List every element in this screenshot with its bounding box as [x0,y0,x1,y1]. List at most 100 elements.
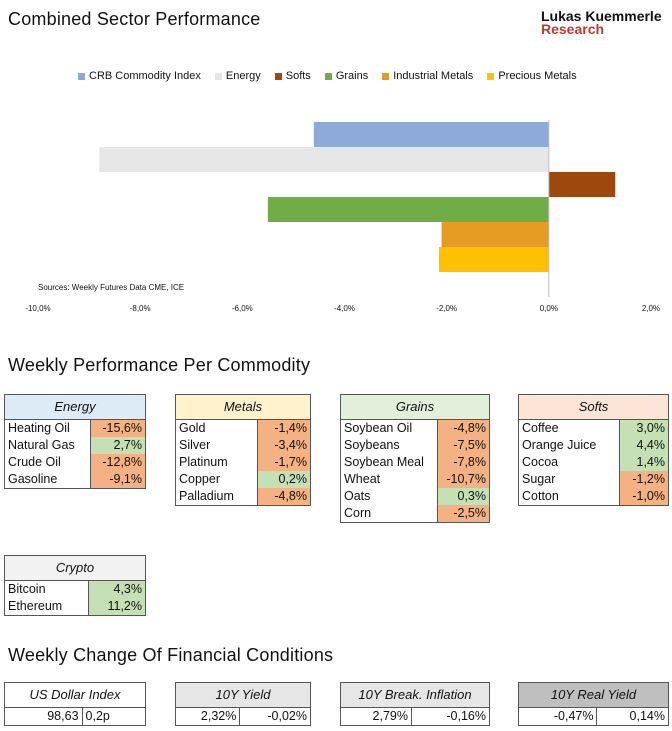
table-row: Ethereum 11,2% [4,598,146,616]
table-row: Heating Oil -15,6% [3,419,146,437]
commodity-name: Natural Gas [3,437,91,454]
commodity-name: Cocoa [518,454,620,471]
commodity-value: 11,2% [88,598,146,616]
commodity-value: -7,8% [436,454,491,471]
commodity-value: 4,3% [88,580,146,598]
commodity-value: -1,2% [618,471,670,488]
bar-grains [267,197,549,222]
x-tick-label: -8,0% [129,304,151,313]
table-row: Cotton -1,0% [518,488,670,506]
legend-item-crb: CRB Commodity Index [78,70,201,82]
commodity-name: Heating Oil [3,419,91,437]
weekly-performance-title: Weekly Performance Per Commodity [8,355,311,375]
commodity-name: Palladium [174,488,258,506]
table-row: Sugar -1,2% [518,471,670,488]
commodity-name: Sugar [518,471,620,488]
crypto-table-header: Crypto [4,555,146,581]
bar-energy [99,147,549,172]
bar-softs [548,172,616,197]
table-row: -0,47% 0,14% [517,707,669,726]
financial-change: 0,2p [81,707,147,726]
commodity-value: 0,2% [257,471,311,488]
financial-value: 98,63 [4,707,83,726]
commodity-name: Gasoline [3,471,91,489]
commodity-value: 0,3% [436,488,491,505]
x-tick-label: -6,0% [231,304,253,313]
financial-table-header: 10Y Break. Inflation [340,682,490,708]
commodity-name: Corn [340,505,438,523]
commodity-name: Bitcoin [4,580,89,598]
commodity-value: 3,0% [618,419,670,437]
legend-label: Grains [335,70,369,82]
commodity-name: Cotton [518,488,620,506]
commodity-value: -12,8% [90,454,146,471]
financial-table-header: 10Y Real Yield [518,682,669,708]
table-row: Bitcoin 4,3% [4,580,146,598]
bar-precious-metals [439,247,549,272]
table-row: Palladium -4,8% [174,488,311,506]
table-row: Silver -3,4% [174,437,311,454]
legend-item-softs: Softs [274,70,311,82]
table-row: Cocoa 1,4% [518,454,670,471]
legend-item-energy: Energy [214,70,261,82]
table-row: Coffee 3,0% [518,419,670,437]
table-row: Gold -1,4% [174,419,311,437]
commodity-value: 4,4% [618,437,670,454]
table-row: 2,79% -0,16% [340,707,490,726]
logo-line-1: Lukas Kuemmerle [541,8,662,24]
financial-conditions-title: Weekly Change Of Financial Conditions [8,645,334,665]
commodity-value: -2,5% [436,505,491,523]
table-row: Wheat -10,7% [340,471,491,488]
commodity-name: Soybeans [340,437,438,454]
commodity-value: -1,0% [618,488,670,506]
commodity-value: -9,1% [90,471,146,489]
financial-table-header: US Dollar Index [4,682,146,708]
financial-table-real-yield: 10Y Real Yield -0,47% 0,14% [517,682,669,726]
x-tick-label: 0,0% [539,304,558,313]
table-row: Crude Oil -12,8% [3,454,146,471]
legend-label: Softs [285,70,311,82]
chart-source: Sources: Weekly Futures Data CME, ICE [38,283,185,292]
commodity-name: Gold [174,419,258,437]
legend-label: CRB Commodity Index [89,70,201,82]
financial-value: 2,79% [340,707,412,726]
commodity-value: -4,8% [257,488,311,506]
financial-table-header: 10Y Yield [175,682,311,708]
financial-value: -0,47% [517,707,597,726]
legend-label: Energy [225,70,261,82]
table-row: Platinum -1,7% [174,454,311,471]
metals-table: Metals Gold -1,4% Silver -3,4% Platinum -1,… [174,394,311,506]
table-row: Soybean Oil -4,8% [340,419,491,437]
financial-table-breakeven: 10Y Break. Inflation 2,79% -0,16% [340,682,490,726]
legend-label: Industrial Metals [393,70,474,82]
commodity-name: Coffee [518,419,620,437]
commodity-value: -1,7% [257,454,311,471]
x-tick-label: -10,0% [25,304,51,313]
commodity-name: Ethereum [4,598,89,616]
table-row: Soybean Meal -7,8% [340,454,491,471]
commodity-name: Orange Juice [518,437,620,454]
sector-bar-chart [99,120,616,297]
commodity-name: Soybean Meal [340,454,438,471]
commodity-value: -4,8% [436,419,491,437]
commodity-name: Platinum [174,454,258,471]
commodity-name: Wheat [340,471,438,488]
table-row: Gasoline -9,1% [3,471,146,489]
grains-table: Grains Soybean Oil -4,8% Soybeans -7,5% So… [340,394,491,523]
table-row: Oats 0,3% [340,488,491,505]
legend-label: Precious Metals [498,70,577,82]
crypto-table: Crypto Bitcoin 4,3% Ethereum 11,2% [4,555,146,616]
financial-change: -0,02% [239,707,311,726]
commodity-value: -1,4% [257,419,311,437]
commodity-value: 1,4% [618,454,670,471]
chart-legend: CRB Commodity Index Energy Softs Grains … [78,70,577,82]
financial-change: -0,16% [411,707,490,726]
energy-table-header: Energy [4,394,146,420]
bar-industrial-metals [441,222,549,247]
logo-line-2: Research [541,21,605,37]
table-row: Corn -2,5% [340,505,491,523]
metals-table-header: Metals [175,394,311,420]
bar-crb [313,122,549,147]
commodity-value: -10,7% [436,471,491,488]
commodity-value: -15,6% [90,419,146,437]
